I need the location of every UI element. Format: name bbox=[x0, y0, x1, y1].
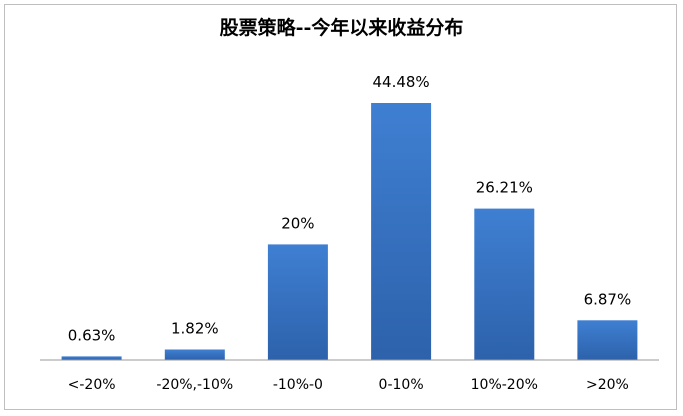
bar-4 bbox=[474, 208, 535, 360]
data-label-1: 1.82% bbox=[171, 320, 219, 338]
x-tick-label-4: 10%-20% bbox=[471, 377, 538, 393]
bar-0 bbox=[61, 356, 122, 360]
data-label-0: 0.63% bbox=[68, 326, 116, 344]
x-tick-label-5: >20% bbox=[586, 377, 629, 393]
bar-5 bbox=[577, 320, 638, 360]
data-label-2: 20% bbox=[281, 214, 314, 232]
data-label-5: 6.87% bbox=[584, 290, 632, 308]
data-label-4: 26.21% bbox=[476, 179, 533, 197]
chart-title: 股票策略--今年以来收益分布 bbox=[219, 17, 464, 39]
bar-2 bbox=[267, 244, 328, 360]
chart-frame bbox=[4, 4, 677, 410]
x-tick-label-1: -20%,-10% bbox=[156, 377, 233, 393]
x-tick-label-3: 0-10% bbox=[379, 377, 424, 393]
x-tick-label-2: -10%-0 bbox=[273, 377, 323, 393]
bars-layer bbox=[61, 103, 638, 360]
x-tick-label-0: <-20% bbox=[68, 377, 116, 393]
bar-1 bbox=[164, 349, 225, 360]
bar-3 bbox=[371, 103, 432, 360]
labels-layer: 0.63% 1.82% 20% 44.48% 26.21% 6.87% bbox=[68, 73, 631, 344]
ticks-layer: <-20% -20%,-10% -10%-0 0-10% 10%-20% >20% bbox=[68, 377, 629, 393]
data-label-3: 44.48% bbox=[372, 73, 429, 91]
